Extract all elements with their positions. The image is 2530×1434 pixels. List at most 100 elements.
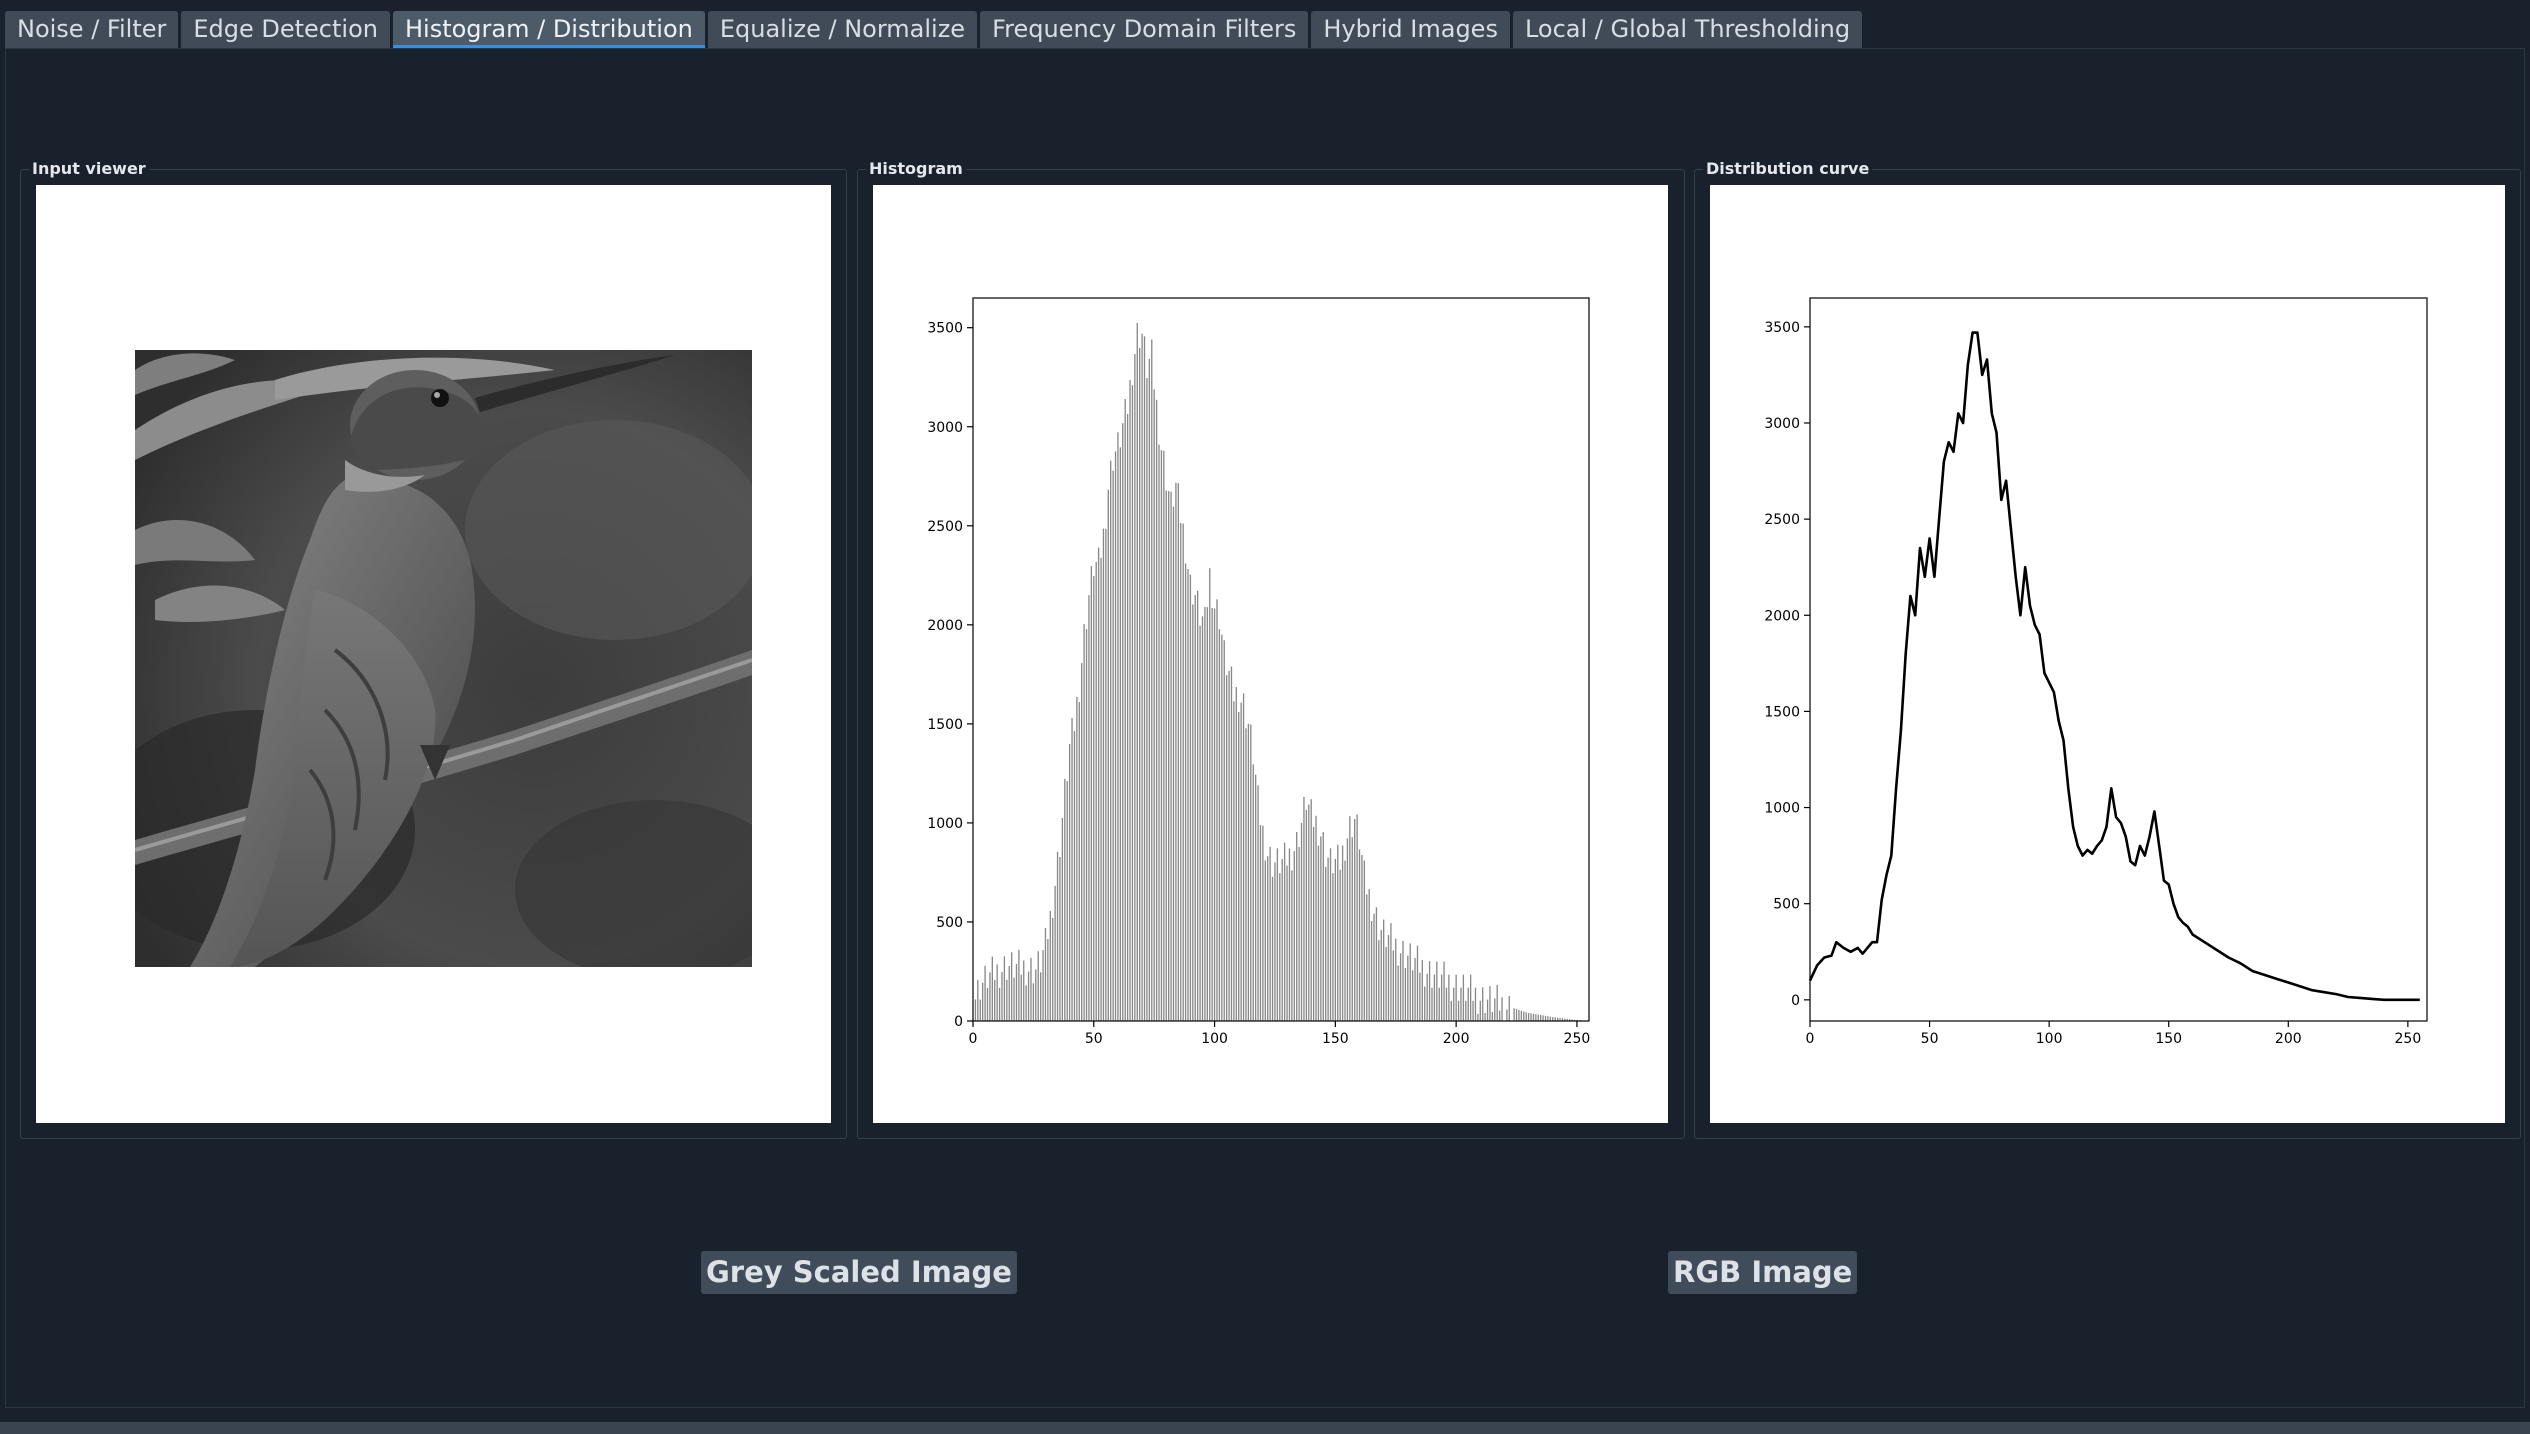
tab-equalize-normalize[interactable]: Equalize / Normalize (707, 11, 978, 48)
histogram-bar (1163, 450, 1165, 1021)
histogram-bar (1020, 974, 1022, 1021)
histogram-bar (1346, 838, 1349, 1021)
histogram-bar (1414, 958, 1416, 1021)
histogram-bar (1291, 870, 1293, 1021)
grey-scaled-image-button[interactable]: Grey Scaled Image (701, 1251, 1017, 1294)
distribution-chart: 0 50 100 150 200 250 0 500 1000 1500 2000 2500 3000… (1764, 297, 2428, 1047)
histogram-bar (1025, 985, 1027, 1021)
histogram-bar (1160, 450, 1163, 1021)
tab-hybrid-images[interactable]: Hybrid Images (1311, 11, 1510, 48)
histogram-bar (1015, 963, 1018, 1021)
histogram-bar (1571, 1019, 1573, 1021)
tab-edge-detection[interactable]: Edge Detection (181, 11, 390, 48)
histogram-bar (1112, 470, 1114, 1021)
histogram-bar (1052, 917, 1054, 1021)
histogram-bar (1491, 1011, 1494, 1021)
histogram-bar (1404, 967, 1407, 1021)
histogram-bar (1201, 616, 1204, 1021)
histogram-bar (1573, 1019, 1576, 1021)
histogram-bar (1482, 987, 1484, 1021)
histogram-bar (1537, 1014, 1539, 1021)
histogram-bar (1402, 940, 1404, 1021)
histogram-bar (1438, 987, 1440, 1021)
histogram-bar (1192, 604, 1194, 1021)
histogram-bar (1100, 557, 1102, 1021)
histogram-bar (1264, 860, 1266, 1021)
histogram-y-tick-label: 2000 (927, 618, 963, 634)
input-viewer-canvas (36, 185, 831, 1123)
tab-frequency-domain-filters[interactable]: Frequency Domain Filters (980, 11, 1309, 48)
histogram-bar (1373, 913, 1375, 1021)
histogram-bar (1445, 987, 1448, 1021)
histogram-bar (986, 988, 989, 1021)
tab-noise-filter[interactable]: Noise / Filter (5, 11, 179, 48)
histogram-bar (1363, 860, 1366, 1021)
histogram-bar (1484, 1013, 1486, 1021)
histogram-bar (1300, 822, 1303, 1021)
histogram-bar (1187, 568, 1189, 1021)
histogram-bar (1134, 354, 1136, 1021)
histogram-bar (1071, 717, 1073, 1021)
histogram-bar (1474, 987, 1477, 1021)
histogram-bar (1450, 1000, 1452, 1021)
histogram-bar (1228, 670, 1230, 1021)
histogram-bar (991, 956, 993, 1021)
histogram-bar (1358, 849, 1361, 1021)
distribution-series-line (1808, 331, 2420, 1002)
histogram-bar (1027, 971, 1030, 1021)
histogram-bar (1044, 927, 1047, 1021)
histogram-bar (1252, 764, 1254, 1021)
histogram-bar (1310, 799, 1312, 1021)
histogram-bar (1281, 858, 1283, 1021)
histogram-canvas: 0 50 100 150 200 250 0 500 1000 1500 2000 2500 3000… (873, 185, 1668, 1123)
histogram-bar (1523, 1011, 1525, 1021)
histogram-bar (1274, 862, 1276, 1021)
tab-histogram-distribution[interactable]: Histogram / Distribution (392, 11, 705, 48)
histogram-bar (1153, 389, 1155, 1021)
distribution-y-tick-label: 2000 (1764, 608, 1800, 624)
histogram-bar (1513, 1008, 1515, 1021)
distribution-x-tick-label: 200 (2275, 1031, 2302, 1047)
rgb-image-button[interactable]: RGB Image (1668, 1251, 1858, 1294)
histogram-bar (1315, 815, 1317, 1021)
histogram-bar (1206, 607, 1208, 1021)
histogram-y-tick-label: 2500 (927, 519, 963, 535)
histogram-bar (1213, 608, 1216, 1021)
histogram-bar (1276, 848, 1279, 1021)
histogram-bar (1472, 1000, 1474, 1021)
distribution-title: Distribution curve (1703, 158, 1873, 180)
histogram-bar (1467, 987, 1469, 1021)
histogram-bar (1250, 724, 1252, 1021)
histogram-bar (1235, 687, 1237, 1021)
histogram-bar (1257, 785, 1259, 1021)
histogram-bar (1006, 979, 1008, 1021)
histogram-bar (1366, 894, 1368, 1021)
histogram-bar (1223, 640, 1225, 1021)
histogram-bar (1561, 1018, 1564, 1021)
tab-thresholding[interactable]: Local / Global Thresholding (1512, 11, 1863, 48)
distribution-y-tick-label: 1500 (1764, 704, 1800, 720)
histogram-bar (1380, 929, 1382, 1021)
histogram-bar (1549, 1016, 1552, 1021)
histogram-bar (1042, 950, 1044, 1021)
histogram-bar (1489, 986, 1491, 1021)
histogram-bar (1023, 960, 1025, 1021)
histogram-bar (1453, 987, 1455, 1021)
histogram-bar (1426, 973, 1428, 1021)
histogram-bar (1569, 1019, 1571, 1021)
histogram-bar (1308, 804, 1310, 1021)
histogram-bar (1102, 528, 1105, 1021)
histogram-bar (1008, 966, 1010, 1021)
histogram-bar (1211, 607, 1213, 1021)
histogram-bar (1221, 634, 1223, 1021)
histogram-bar (1196, 590, 1199, 1021)
histogram-bar (1370, 920, 1373, 1021)
histogram-bar (1344, 860, 1346, 1021)
histogram-bar (1114, 451, 1117, 1022)
distribution-y-tick-label: 3500 (1764, 320, 1800, 336)
histogram-bar (1267, 856, 1269, 1021)
histogram-bar (1126, 414, 1129, 1021)
histogram-chart: 0 50 100 150 200 250 0 500 1000 1500 2000 2500 3000… (927, 297, 1590, 1047)
histogram-bar (1148, 358, 1151, 1021)
histogram-bar (1392, 950, 1394, 1021)
